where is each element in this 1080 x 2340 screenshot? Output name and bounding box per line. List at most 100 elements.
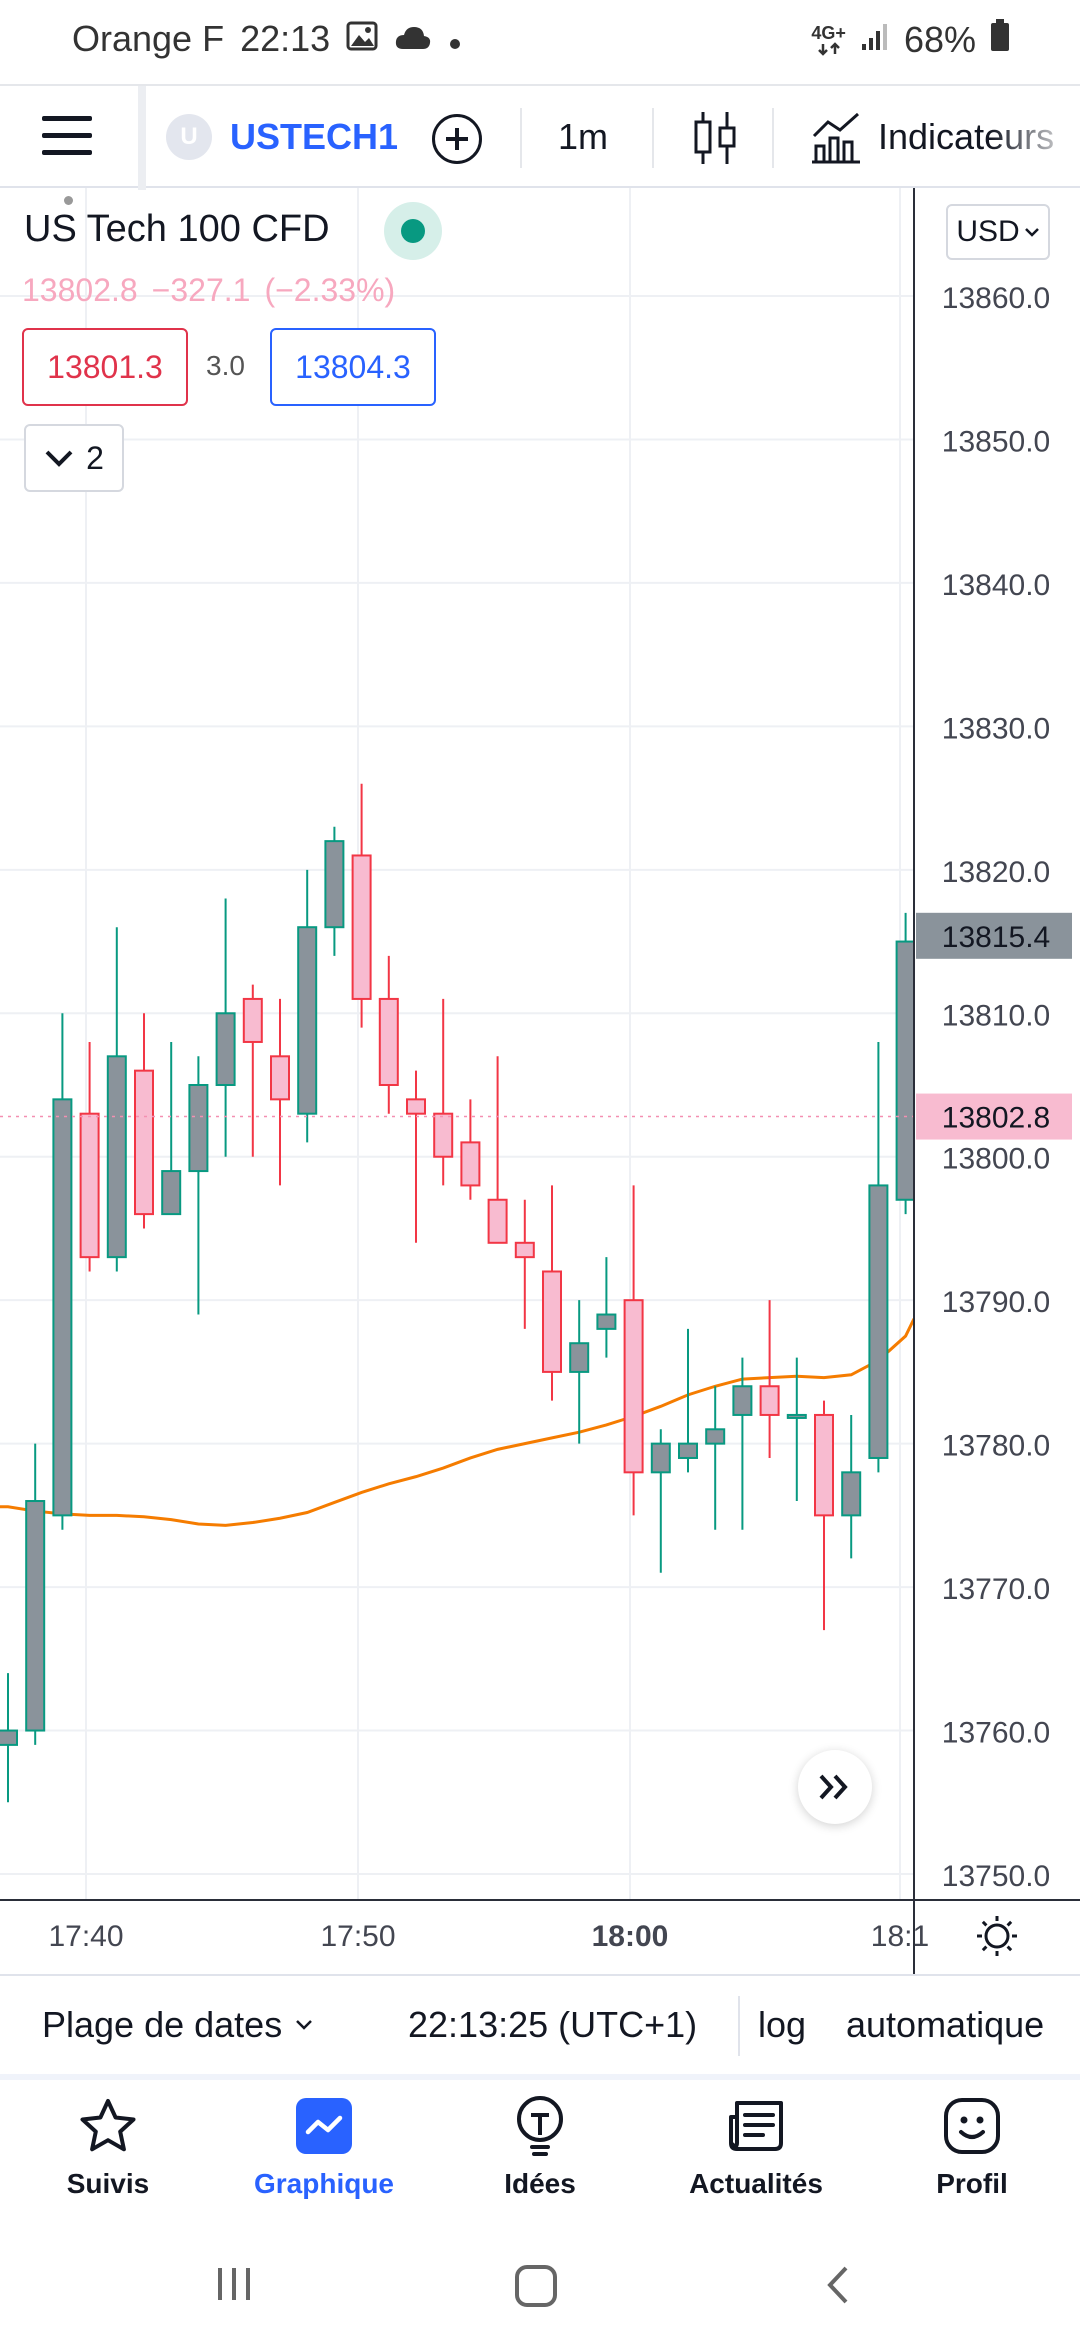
chevron-down-icon xyxy=(1024,228,1039,237)
y-tick-label: 13780.0 xyxy=(942,1430,1050,1463)
gear-icon[interactable] xyxy=(977,1916,1017,1956)
current-price-tag xyxy=(916,912,1072,959)
candle-body xyxy=(215,1012,236,1086)
y-tick-label: 13840.0 xyxy=(942,569,1050,602)
y-tick-label: 13830.0 xyxy=(942,712,1050,745)
instrument-title[interactable]: US Tech 100 CFD xyxy=(24,208,330,250)
chevron-down-icon xyxy=(45,450,73,467)
candle-body xyxy=(188,1084,209,1173)
symbol-search-button[interactable]: USTECH1 xyxy=(230,116,399,157)
buy-button[interactable]: 13804.3 xyxy=(270,328,436,406)
tab-ideas[interactable]: Idées xyxy=(440,2094,640,2224)
candle-body xyxy=(378,997,399,1086)
candle-body xyxy=(732,1385,753,1416)
x-tick-label: 18:1 xyxy=(871,1920,929,1953)
market-open-icon[interactable] xyxy=(384,202,442,260)
currency-select[interactable]: USD xyxy=(946,204,1050,260)
candle-body xyxy=(324,840,345,929)
add-symbol-icon[interactable] xyxy=(432,114,482,164)
double-chevron-right-icon xyxy=(819,1774,848,1800)
cloud-icon xyxy=(394,18,432,60)
signal-icon xyxy=(860,19,890,61)
auto-scale-toggle[interactable]: automatique xyxy=(846,2004,1045,2045)
tab-label: Graphique xyxy=(253,2168,394,2199)
y-tick-label: 13850.0 xyxy=(942,425,1050,458)
star-icon xyxy=(76,2094,140,2158)
indicators-collapse-button[interactable]: 2 xyxy=(24,424,124,492)
date-range-bar: Plage de dates 22:13:25 (UTC+1) log auto… xyxy=(0,1974,1080,2074)
tab-label: Suivis xyxy=(66,2168,150,2199)
sell-button[interactable]: 13801.3 xyxy=(22,328,188,406)
date-range-button[interactable]: Plage de dates xyxy=(42,2004,314,2046)
interval-button[interactable]: 1m xyxy=(558,116,609,157)
log-scale-toggle[interactable]: log xyxy=(758,2004,807,2045)
candle-body xyxy=(0,1729,18,1746)
x-tick-label: 17:40 xyxy=(48,1920,123,1953)
status-bar: Orange F 22:13 4G+ 68% xyxy=(0,0,1080,84)
indicator-count: 2 xyxy=(86,439,104,476)
last-price: 13802.8 xyxy=(22,272,138,308)
clock: 22:13 xyxy=(240,18,331,59)
chart-area[interactable]: 13860.0 13850.0 13840.0 13830.0 13820.0 13810… xyxy=(0,188,1080,1974)
system-nav-bar xyxy=(0,2224,1080,2340)
tab-news[interactable]: Actualités xyxy=(656,2094,856,2224)
candle-body xyxy=(514,1241,535,1259)
candle-body xyxy=(650,1442,671,1474)
y-tick-label: 13810.0 xyxy=(942,999,1050,1032)
menu-button[interactable] xyxy=(42,116,94,205)
candle-body xyxy=(705,1428,726,1445)
y-tick-label: 13760.0 xyxy=(942,1717,1050,1750)
indicators-icon[interactable] xyxy=(810,110,862,164)
candle-body xyxy=(25,1500,46,1732)
y-tick-label: 13750.0 xyxy=(942,1860,1050,1893)
candle-body xyxy=(678,1442,698,1459)
toolbar-fade xyxy=(990,86,1080,186)
news-icon xyxy=(724,2094,788,2158)
tab-label: Actualités xyxy=(689,2168,823,2199)
last-close-tag xyxy=(916,1093,1072,1140)
smiley-icon xyxy=(940,2094,1004,2158)
candle-body xyxy=(786,1413,807,1419)
candle-body xyxy=(406,1098,426,1115)
symbol-logo[interactable]: U xyxy=(166,114,212,160)
dot-icon xyxy=(448,18,462,60)
network-icon: 4G+ xyxy=(811,24,846,56)
tab-watchlist[interactable]: Suivis xyxy=(8,2094,208,2224)
price-chart[interactable]: 13860.0 13850.0 13840.0 13830.0 13820.0 13810… xyxy=(0,188,1080,1974)
notification-dot-icon xyxy=(64,196,73,205)
y-tick-label: 13820.0 xyxy=(942,856,1050,889)
carrier-label: Orange F xyxy=(72,18,225,59)
candle-body xyxy=(841,1471,862,1517)
candle-body xyxy=(487,1198,508,1244)
home-icon[interactable] xyxy=(514,2264,558,2308)
candle-body xyxy=(895,940,916,1201)
candle-body xyxy=(79,1112,100,1259)
candle-body xyxy=(297,926,318,1115)
candles-icon[interactable] xyxy=(690,110,740,166)
chart-toolbar: U USTECH1 1m Indicateurs xyxy=(0,84,1080,205)
scroll-to-realtime-button[interactable] xyxy=(798,1750,872,1824)
bottom-tab-bar: Suivis Graphique Idées Actualités Profil xyxy=(0,2074,1080,2224)
battery-percent: 68% xyxy=(903,18,976,60)
toolbar-divider xyxy=(772,108,774,168)
candle-body xyxy=(814,1413,834,1517)
battery-icon xyxy=(990,18,1010,61)
back-icon[interactable] xyxy=(822,2264,852,2306)
candle-body xyxy=(351,854,372,1000)
toolbar-divider xyxy=(138,86,146,190)
recent-apps-icon[interactable] xyxy=(214,2264,254,2304)
candle-body xyxy=(106,1055,127,1259)
toolbar-divider xyxy=(652,108,654,168)
x-tick-label: 17:50 xyxy=(320,1920,395,1953)
x-tick-label: 18:00 xyxy=(592,1920,669,1953)
tab-chart[interactable]: Graphique xyxy=(224,2094,424,2224)
tab-profile[interactable]: Profil xyxy=(872,2094,1072,2224)
lightbulb-icon xyxy=(508,2094,572,2158)
quote-line: 13802.8 −327.1 (−2.33%) xyxy=(22,272,409,309)
price-change: −327.1 xyxy=(151,272,251,308)
tab-label: Idées xyxy=(504,2168,576,2199)
tab-label: Profil xyxy=(936,2168,1008,2199)
candle-body xyxy=(542,1270,562,1373)
timezone-button[interactable]: 22:13:25 (UTC+1) xyxy=(408,2004,698,2045)
price-axis xyxy=(914,188,1080,1900)
